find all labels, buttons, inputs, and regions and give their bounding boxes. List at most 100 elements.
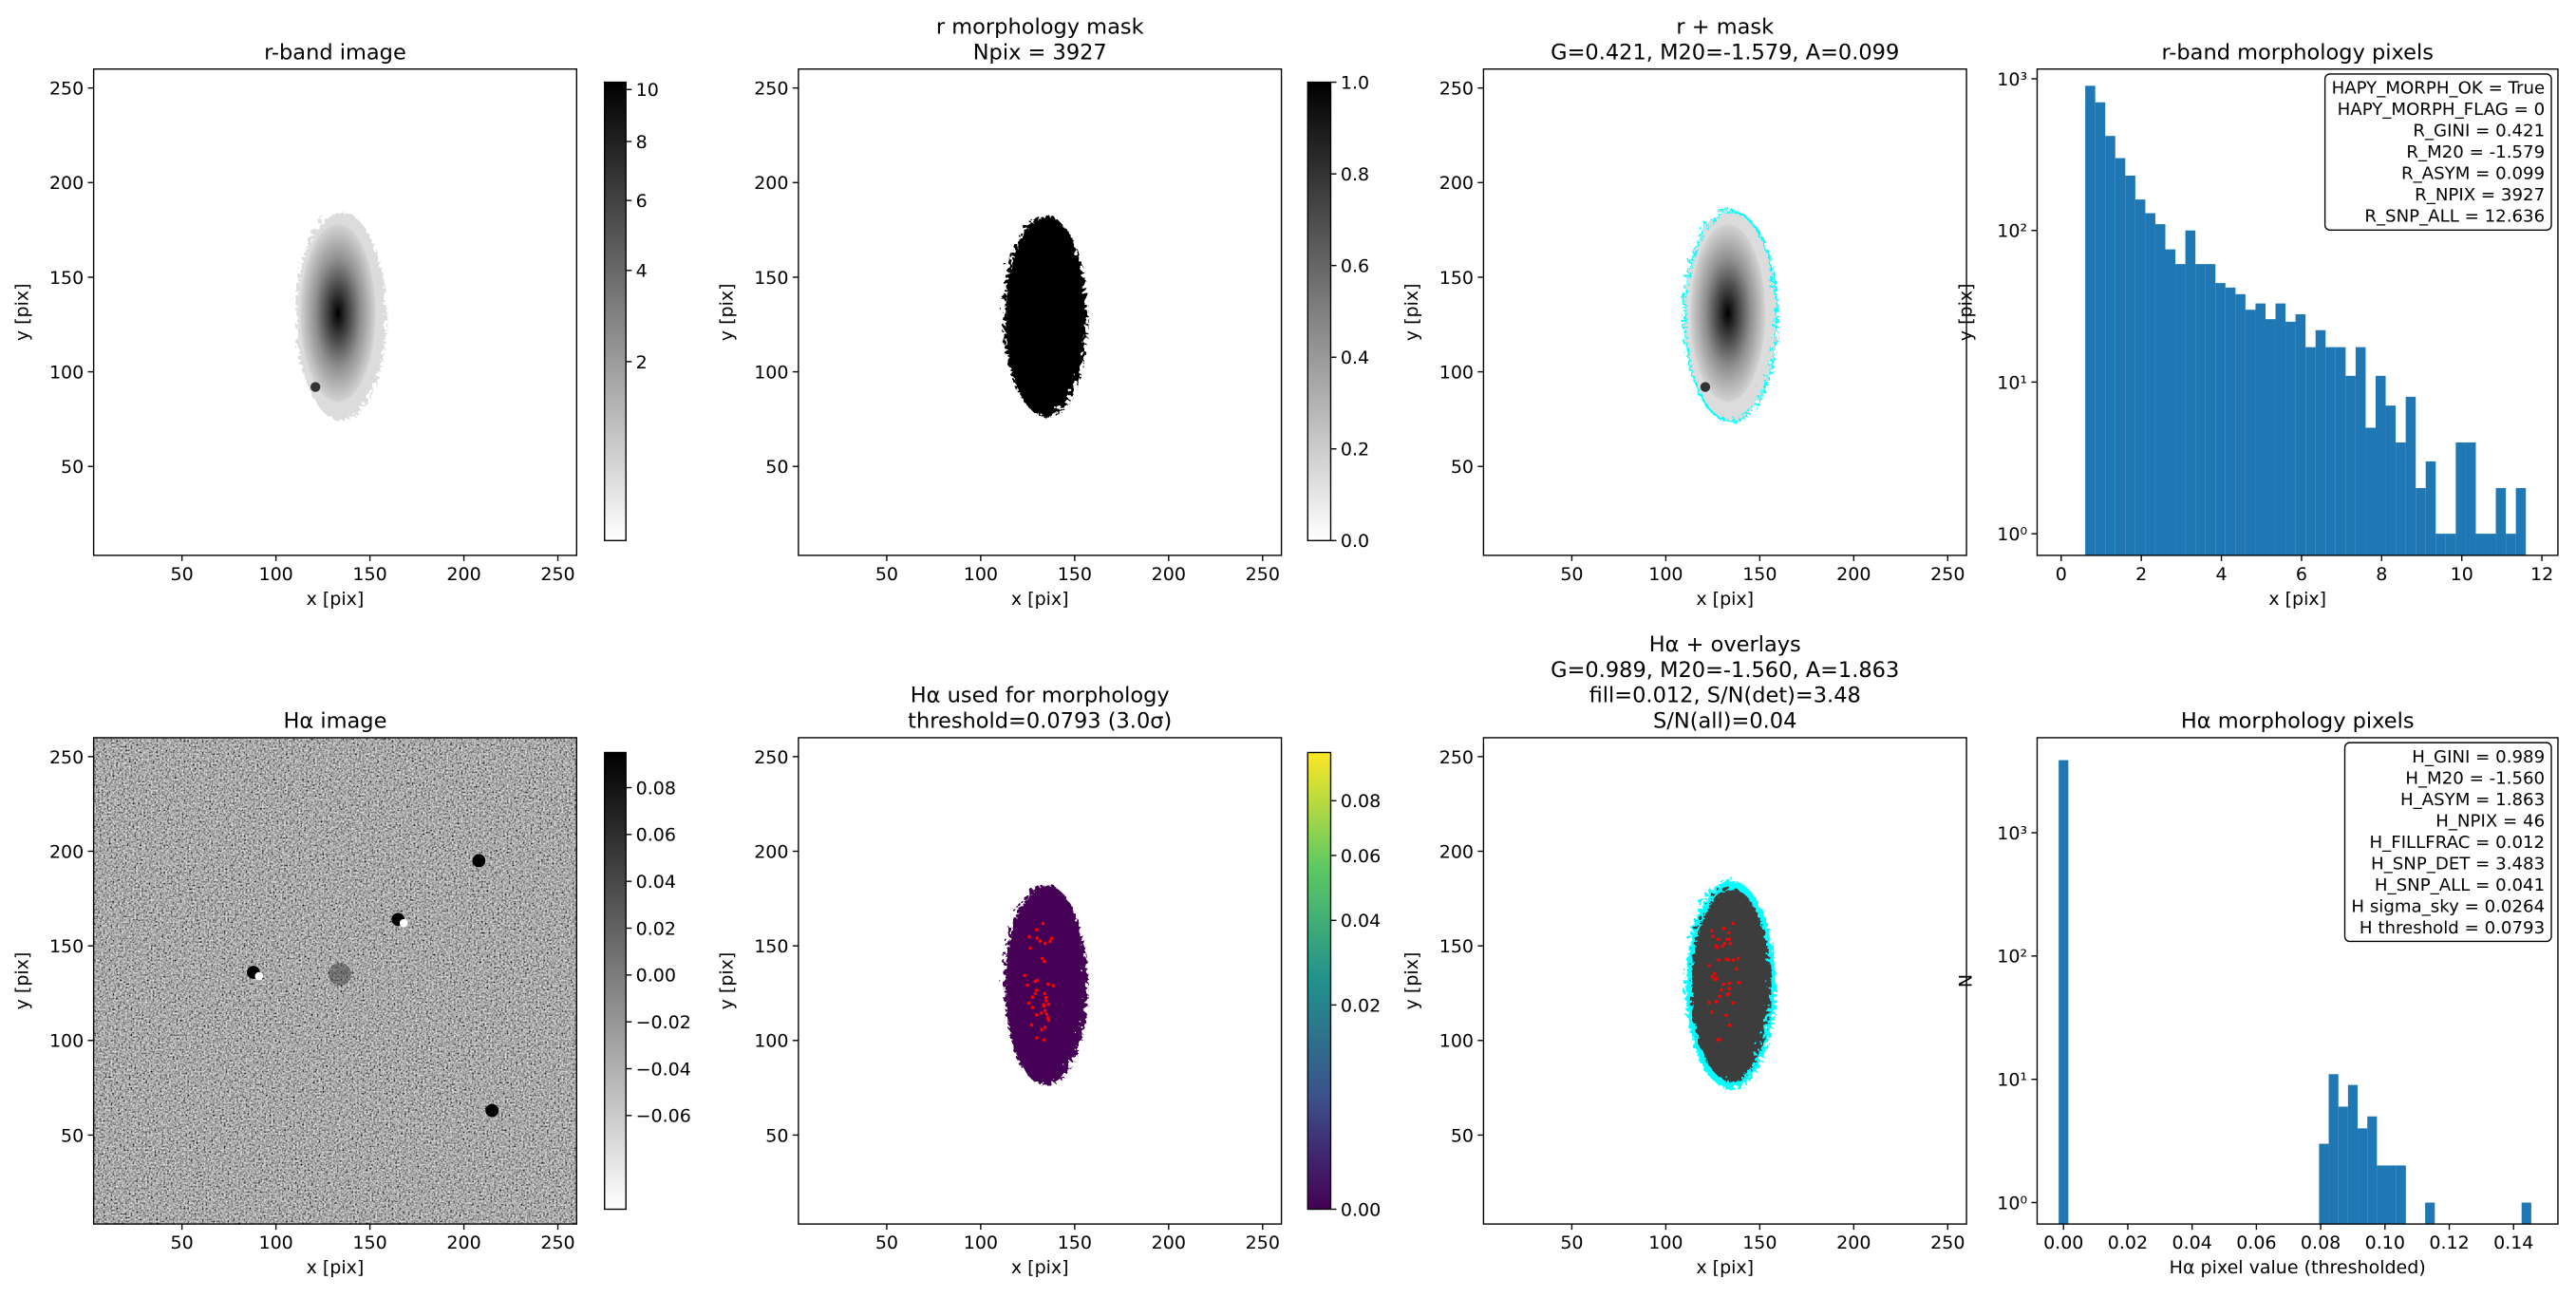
colorbar-tick-label: −0.06 [636,1106,691,1127]
y-tick-label: 200 [754,173,788,194]
detected-pixel [1046,1018,1051,1023]
colorbar-tick-label: −0.02 [636,1012,691,1033]
colorbar-tick-label: 0.06 [636,825,676,846]
annotation-line: H_M20 = -1.560 [2405,768,2545,788]
image-area [292,209,384,418]
detected-pixel [1728,941,1733,946]
x-tick-label: 4 [2216,564,2228,585]
source-residual [254,971,264,981]
bar [2375,375,2386,555]
detected-pixel [1028,946,1032,950]
y-axis-label: y [pix] [717,283,738,341]
x-tick-label: 100 [1648,1232,1683,1253]
colorbar-tick-label: 6 [636,191,648,212]
source-residual [399,918,408,928]
bar [2265,319,2276,555]
bars [2085,85,2527,555]
x-tick-label: 250 [1246,564,1280,585]
x-axis-label: Hα pixel value (thresholded) [2170,1257,2426,1278]
y-tick-label: 250 [49,747,84,768]
bar [2185,230,2196,555]
detected-pixel [1707,963,1712,968]
detected-pixel [1709,1009,1714,1014]
annotation-box [2343,742,2552,943]
x-tick-label: 2 [2135,564,2147,585]
detected-pixel [1725,992,1729,997]
x-tick-label: 0.14 [2493,1232,2533,1253]
x-axis-label: x [pix] [1011,1257,1069,1278]
annotation-box [2323,73,2552,231]
panel-title: Hα morphology pixels [2181,709,2415,734]
y-tick-label: 10³ [1997,823,2027,844]
x-tick-label: 100 [1648,564,1683,585]
detected-pixel [1026,1001,1031,1006]
colorbar-tick-label: 0.6 [1341,256,1369,277]
colorbar-tick-label: 0.00 [1341,1199,1381,1220]
image-area [93,737,577,1225]
detected-pixel [1727,937,1731,941]
colorbar-tick-label: 10 [636,80,659,101]
panel-title: Hα + overlays [1649,632,1801,657]
y-tick-label: 250 [754,747,788,768]
panel-title: S/N(all)=0.04 [1653,709,1796,734]
y-tick-label: 200 [49,173,84,194]
x-tick-label: 50 [171,564,194,585]
detected-pixel [1727,981,1731,986]
x-axis-label: x [pix] [307,1257,365,1278]
y-axis-label: N [1955,974,1976,988]
y-tick-label: 250 [754,79,788,100]
detected-pixel [1048,939,1052,944]
colorbar-tick-label: 0.04 [1341,911,1381,931]
detected-pixel [1030,995,1034,1000]
panel-title: G=0.989, M20=-1.560, A=1.863 [1551,658,1899,683]
y-tick-label: 100 [49,362,84,383]
detected-pixel [1726,931,1731,935]
bar [2059,760,2069,1225]
y-axis-label: y [pix] [1401,283,1422,341]
image-area [1681,206,1776,420]
bar [2295,313,2306,555]
bar [2355,347,2366,555]
galaxy [1688,885,1768,1079]
bar [2134,199,2146,555]
annotation-line: HAPY_MORPH_FLAG = 0 [2338,100,2545,120]
detected-pixel [1041,922,1045,926]
bar [2396,442,2406,555]
colorbar-tick-label: 0.06 [1341,846,1381,867]
bar [2396,1165,2406,1225]
x-tick-label: 250 [540,564,574,585]
detected-pixel [1030,1006,1035,1009]
x-tick-label: 100 [258,564,292,585]
panel: 50 100 150 200 250 50 100 150 200 250 x [pix] y [pi… [1401,632,1967,1278]
x-tick-label: 200 [1152,1232,1186,1253]
x-tick-label: 200 [1836,564,1871,585]
bar [2285,321,2296,555]
bar [2495,488,2507,555]
x-tick-label: 250 [1246,1232,1280,1253]
y-tick-label: 10³ [1997,69,2027,90]
y-tick-label: 150 [49,268,84,289]
colorbar-tick-label: 4 [636,261,648,282]
detected-pixel [1724,937,1729,942]
detected-pixel [1042,1038,1046,1042]
axes-frame [798,68,1283,556]
annotation-line: H_NPIX = 46 [2435,811,2545,831]
bar [2125,175,2135,555]
detected-pixel [1718,1038,1721,1042]
bar [2338,1106,2348,1225]
image-area [1001,213,1084,414]
detected-pixel [1718,994,1721,999]
detected-pixel [1722,941,1727,946]
y-axis-label: y [pix] [1955,283,1976,341]
y-tick-label: 50 [765,457,788,478]
annotation-line: H_SNP_ALL = 0.041 [2375,875,2545,895]
y-tick-label: 150 [754,936,788,957]
bar [2105,136,2115,555]
detected-pixel [1034,1013,1039,1017]
y-tick-label: 10² [1997,947,2027,968]
x-tick-label: 100 [258,1232,292,1253]
bar [2215,283,2226,555]
y-tick-label: 10¹ [1997,372,2027,393]
